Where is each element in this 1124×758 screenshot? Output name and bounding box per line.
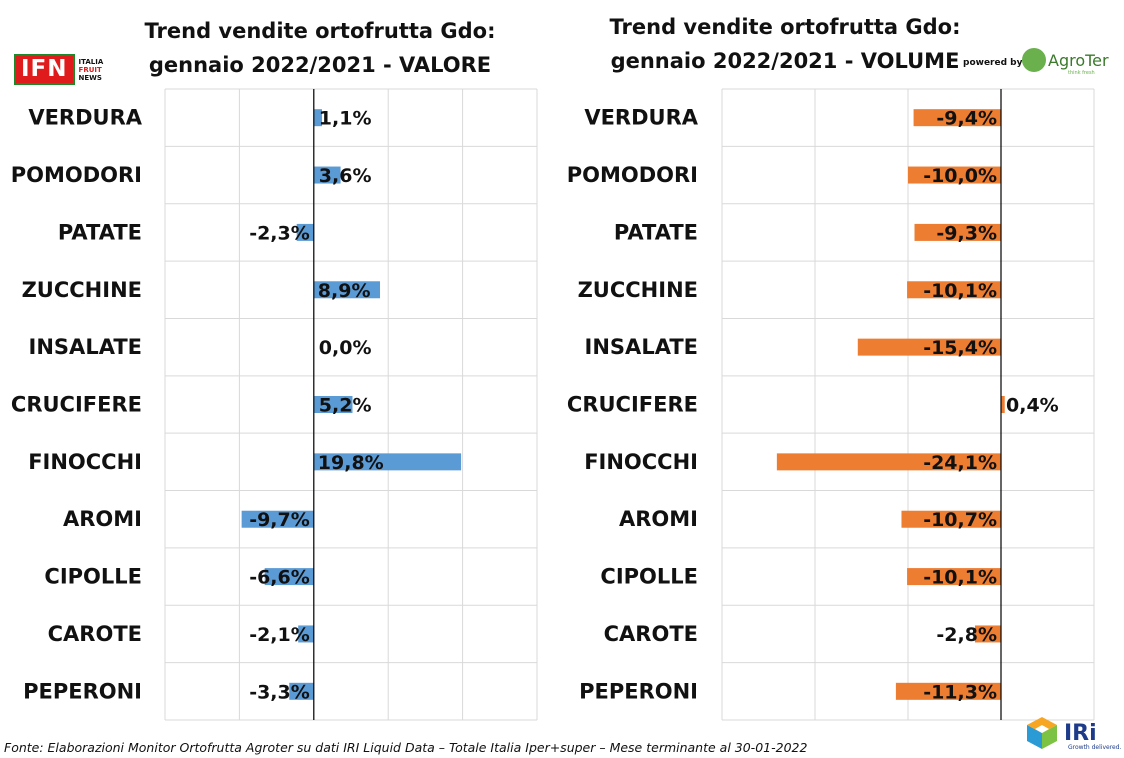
category-label: CAROTE [604, 622, 698, 646]
data-label: 19,8% [318, 452, 384, 474]
bar [913, 109, 1001, 127]
data-label: -11,3% [923, 681, 997, 703]
category-label: INSALATE [585, 335, 698, 359]
data-label: -24,1% [923, 452, 997, 474]
bar [895, 682, 1001, 700]
bar [313, 281, 381, 299]
category-label: PATATE [58, 220, 142, 244]
category-label: VERDURA [584, 106, 698, 130]
data-label: -2,3% [249, 222, 310, 244]
bar [241, 510, 314, 528]
bar [907, 568, 1001, 586]
data-label: 5,2% [319, 395, 372, 417]
category-label: CRUCIFERE [11, 393, 142, 417]
category-label: ZUCCHINE [22, 278, 142, 302]
data-label: -10,1% [923, 280, 997, 302]
data-label: -10,1% [923, 567, 997, 589]
bar [908, 166, 1001, 184]
bar [901, 510, 1001, 528]
data-label: -15,4% [923, 337, 997, 359]
iri-logo-text: IRi [1064, 720, 1097, 746]
data-label: -2,8% [936, 624, 997, 646]
bar [313, 109, 322, 127]
ifn-logo-text: ITALIA FRUIT NEWS [78, 57, 104, 82]
data-label: -3,3% [249, 681, 310, 703]
category-label: FINOCCHI [28, 450, 142, 474]
category-label: PEPERONI [579, 679, 698, 703]
bar [776, 453, 1001, 471]
category-label: CIPOLLE [44, 565, 142, 589]
bar [296, 223, 314, 241]
category-label: PATATE [614, 220, 698, 244]
ifn-logo-mark: IFN [14, 54, 75, 85]
data-label: 8,9% [318, 280, 371, 302]
chart-title-valore: Trend vendite ortofrutta Gdo: gennaio 20… [144, 19, 496, 77]
bar [313, 396, 353, 413]
iri-tagline: Growth delivered. [1068, 744, 1122, 751]
bar [313, 166, 341, 184]
category-label: POMODORI [567, 163, 698, 187]
bar [974, 625, 1001, 643]
iri-logo: IRi [1026, 716, 1097, 750]
bar [1001, 396, 1005, 413]
category-label: POMODORI [11, 163, 142, 187]
data-label: 0,4% [1006, 395, 1059, 417]
data-label: -9,7% [249, 509, 310, 531]
bar [298, 625, 314, 643]
bar [289, 682, 314, 700]
agroter-logo-text: AgroTer [1048, 50, 1109, 70]
bar [857, 338, 1001, 356]
iri-cube-icon [1027, 717, 1057, 749]
data-label: 1,1% [319, 108, 372, 130]
ifn-logo: IFN ITALIA FRUIT NEWS [14, 54, 103, 85]
category-label: AROMI [619, 507, 698, 531]
data-label: -9,3% [936, 222, 997, 244]
bar [264, 568, 314, 586]
bar [313, 453, 462, 471]
source-footnote: Fonte: Elaborazioni Monitor Ortofrutta A… [4, 740, 808, 755]
data-label: -6,6% [249, 567, 310, 589]
category-label: ZUCCHINE [578, 278, 698, 302]
agroter-tagline: think fresh [1068, 70, 1095, 76]
category-label: CRUCIFERE [567, 393, 698, 417]
data-label: 0,0% [319, 337, 372, 359]
category-label: INSALATE [29, 335, 142, 359]
category-label: AROMI [63, 507, 142, 531]
category-label: FINOCCHI [584, 450, 698, 474]
data-label: -10,0% [923, 165, 997, 187]
data-label: -9,4% [936, 108, 997, 130]
category-label: VERDURA [28, 106, 142, 130]
category-label: CAROTE [48, 622, 142, 646]
powered-by-label: powered by [963, 58, 1023, 68]
bar [914, 223, 1001, 241]
chart-title-volume: Trend vendite ortofrutta Gdo: gennaio 20… [609, 15, 961, 73]
bar [907, 281, 1001, 299]
agroter-leaf-icon [1022, 48, 1046, 72]
category-label: CIPOLLE [600, 565, 698, 589]
agroter-logo: AgroTer [1022, 48, 1109, 72]
data-label: 3,6% [319, 165, 372, 187]
data-label: -10,7% [923, 509, 997, 531]
data-label: -2,1% [249, 624, 310, 646]
category-label: PEPERONI [23, 679, 142, 703]
